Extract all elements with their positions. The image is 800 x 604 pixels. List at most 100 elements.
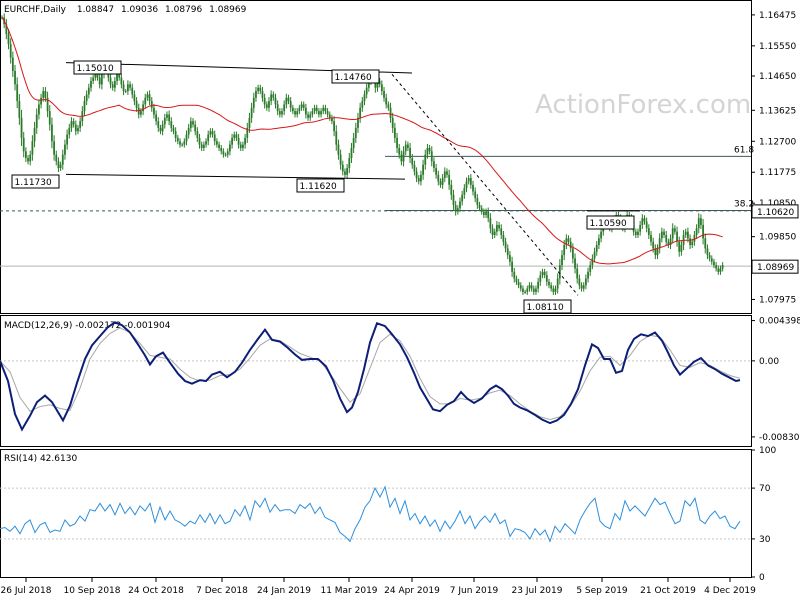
candle-body [517, 281, 520, 286]
candle-body [18, 101, 21, 118]
candle-body [541, 271, 544, 276]
candle-body [589, 265, 592, 272]
candle-body [509, 255, 511, 262]
candle-body [287, 97, 290, 102]
candle-body [643, 218, 646, 222]
candle-body [391, 117, 394, 128]
candle-body [192, 121, 194, 125]
price-y-tick-label: 1.10850 [759, 199, 796, 209]
candle-body [257, 87, 260, 92]
price-y-tick-label: 1.14650 [759, 72, 796, 82]
candle-body [482, 211, 485, 215]
candle-body [584, 278, 587, 286]
price-label-1-10590-box [586, 215, 635, 230]
candle-body [31, 141, 34, 155]
candle-body [339, 154, 342, 165]
candle-body [439, 181, 442, 185]
candle-body [200, 144, 203, 148]
candle-body [528, 285, 531, 289]
candle-body [428, 147, 431, 152]
x-tick-label: 10 Sep 2018 [63, 586, 120, 596]
candle-body [33, 127, 36, 142]
candle-body [318, 111, 320, 115]
candle-body [422, 164, 424, 175]
ohlc-open: 1.08847 [77, 5, 114, 15]
x-tick-label: 7 Dec 2018 [196, 586, 248, 596]
candle-body [389, 107, 392, 118]
candle-body [417, 178, 420, 182]
candle-body [552, 288, 555, 292]
candle-body [660, 231, 663, 239]
price-y-tick-label: 1.09850 [759, 233, 796, 243]
candle-body [70, 121, 73, 128]
candle-body [122, 84, 125, 92]
candle-body [478, 204, 481, 209]
candle-body [333, 121, 335, 132]
candle-body [281, 111, 283, 115]
candle-body [587, 271, 589, 279]
candle-body [719, 268, 722, 272]
candle-body [116, 74, 118, 82]
candle-body [215, 141, 218, 145]
rsi-y-tick-label: 100 [759, 446, 776, 456]
candle-body [441, 178, 444, 185]
candle-body [5, 24, 8, 35]
candle-body [211, 131, 214, 135]
candle-body [166, 114, 168, 118]
candle-body [480, 208, 483, 212]
candle-body [452, 194, 455, 205]
candle-body [689, 238, 691, 246]
candle-body [361, 101, 364, 108]
candle-body [413, 164, 416, 172]
candle-body [53, 141, 55, 155]
candle-body [272, 94, 275, 98]
candle-body [506, 248, 509, 256]
candle-body [433, 161, 435, 169]
candle-body [522, 288, 524, 292]
price-label-1-08110: 1.08110 [527, 303, 564, 313]
candle-body [591, 258, 594, 266]
candle-body [344, 171, 346, 175]
candle-body [27, 158, 29, 162]
candle-body [270, 94, 273, 102]
candle-body [565, 238, 568, 246]
candle-body [487, 211, 490, 219]
candle-body [98, 77, 101, 85]
candle-body [454, 204, 457, 212]
macd-y-tick-label: 0.004398 [759, 317, 800, 327]
candle-body [489, 218, 492, 229]
candle-body [289, 101, 292, 108]
x-tick-label: 5 Sep 2019 [576, 586, 628, 596]
candle-body [472, 184, 474, 192]
macd-y-tick-label: -0.008306 [759, 433, 800, 443]
candle-body [196, 131, 199, 138]
candle-body [189, 121, 192, 128]
candle-body [350, 147, 353, 159]
candle-body [708, 255, 711, 259]
candle-body [285, 97, 288, 105]
macd-panel-frame [0, 315, 752, 447]
candle-body [341, 164, 344, 172]
candle-body [569, 241, 572, 249]
x-tick-label: 21 Oct 2019 [640, 586, 696, 596]
candle-body [532, 288, 535, 292]
candle-body [61, 154, 64, 165]
candle-body [229, 144, 231, 152]
current-price-label: 1.08969 [757, 263, 794, 273]
candle-body [669, 238, 672, 246]
candle-body [202, 144, 205, 148]
candle-body [111, 84, 114, 88]
candle-body [163, 117, 166, 125]
candle-body [502, 235, 505, 242]
candle-body [155, 114, 158, 122]
candle-body [176, 137, 179, 142]
price-label-1-15010: 1.15010 [77, 64, 114, 74]
candle-body [474, 191, 477, 199]
candle-body [83, 101, 86, 112]
candle-body [207, 134, 210, 142]
candle-body [174, 131, 177, 138]
candle-body [641, 218, 644, 225]
ohlc-close: 1.08969 [209, 5, 246, 15]
price-label-1-11620: 1.11620 [300, 182, 337, 192]
